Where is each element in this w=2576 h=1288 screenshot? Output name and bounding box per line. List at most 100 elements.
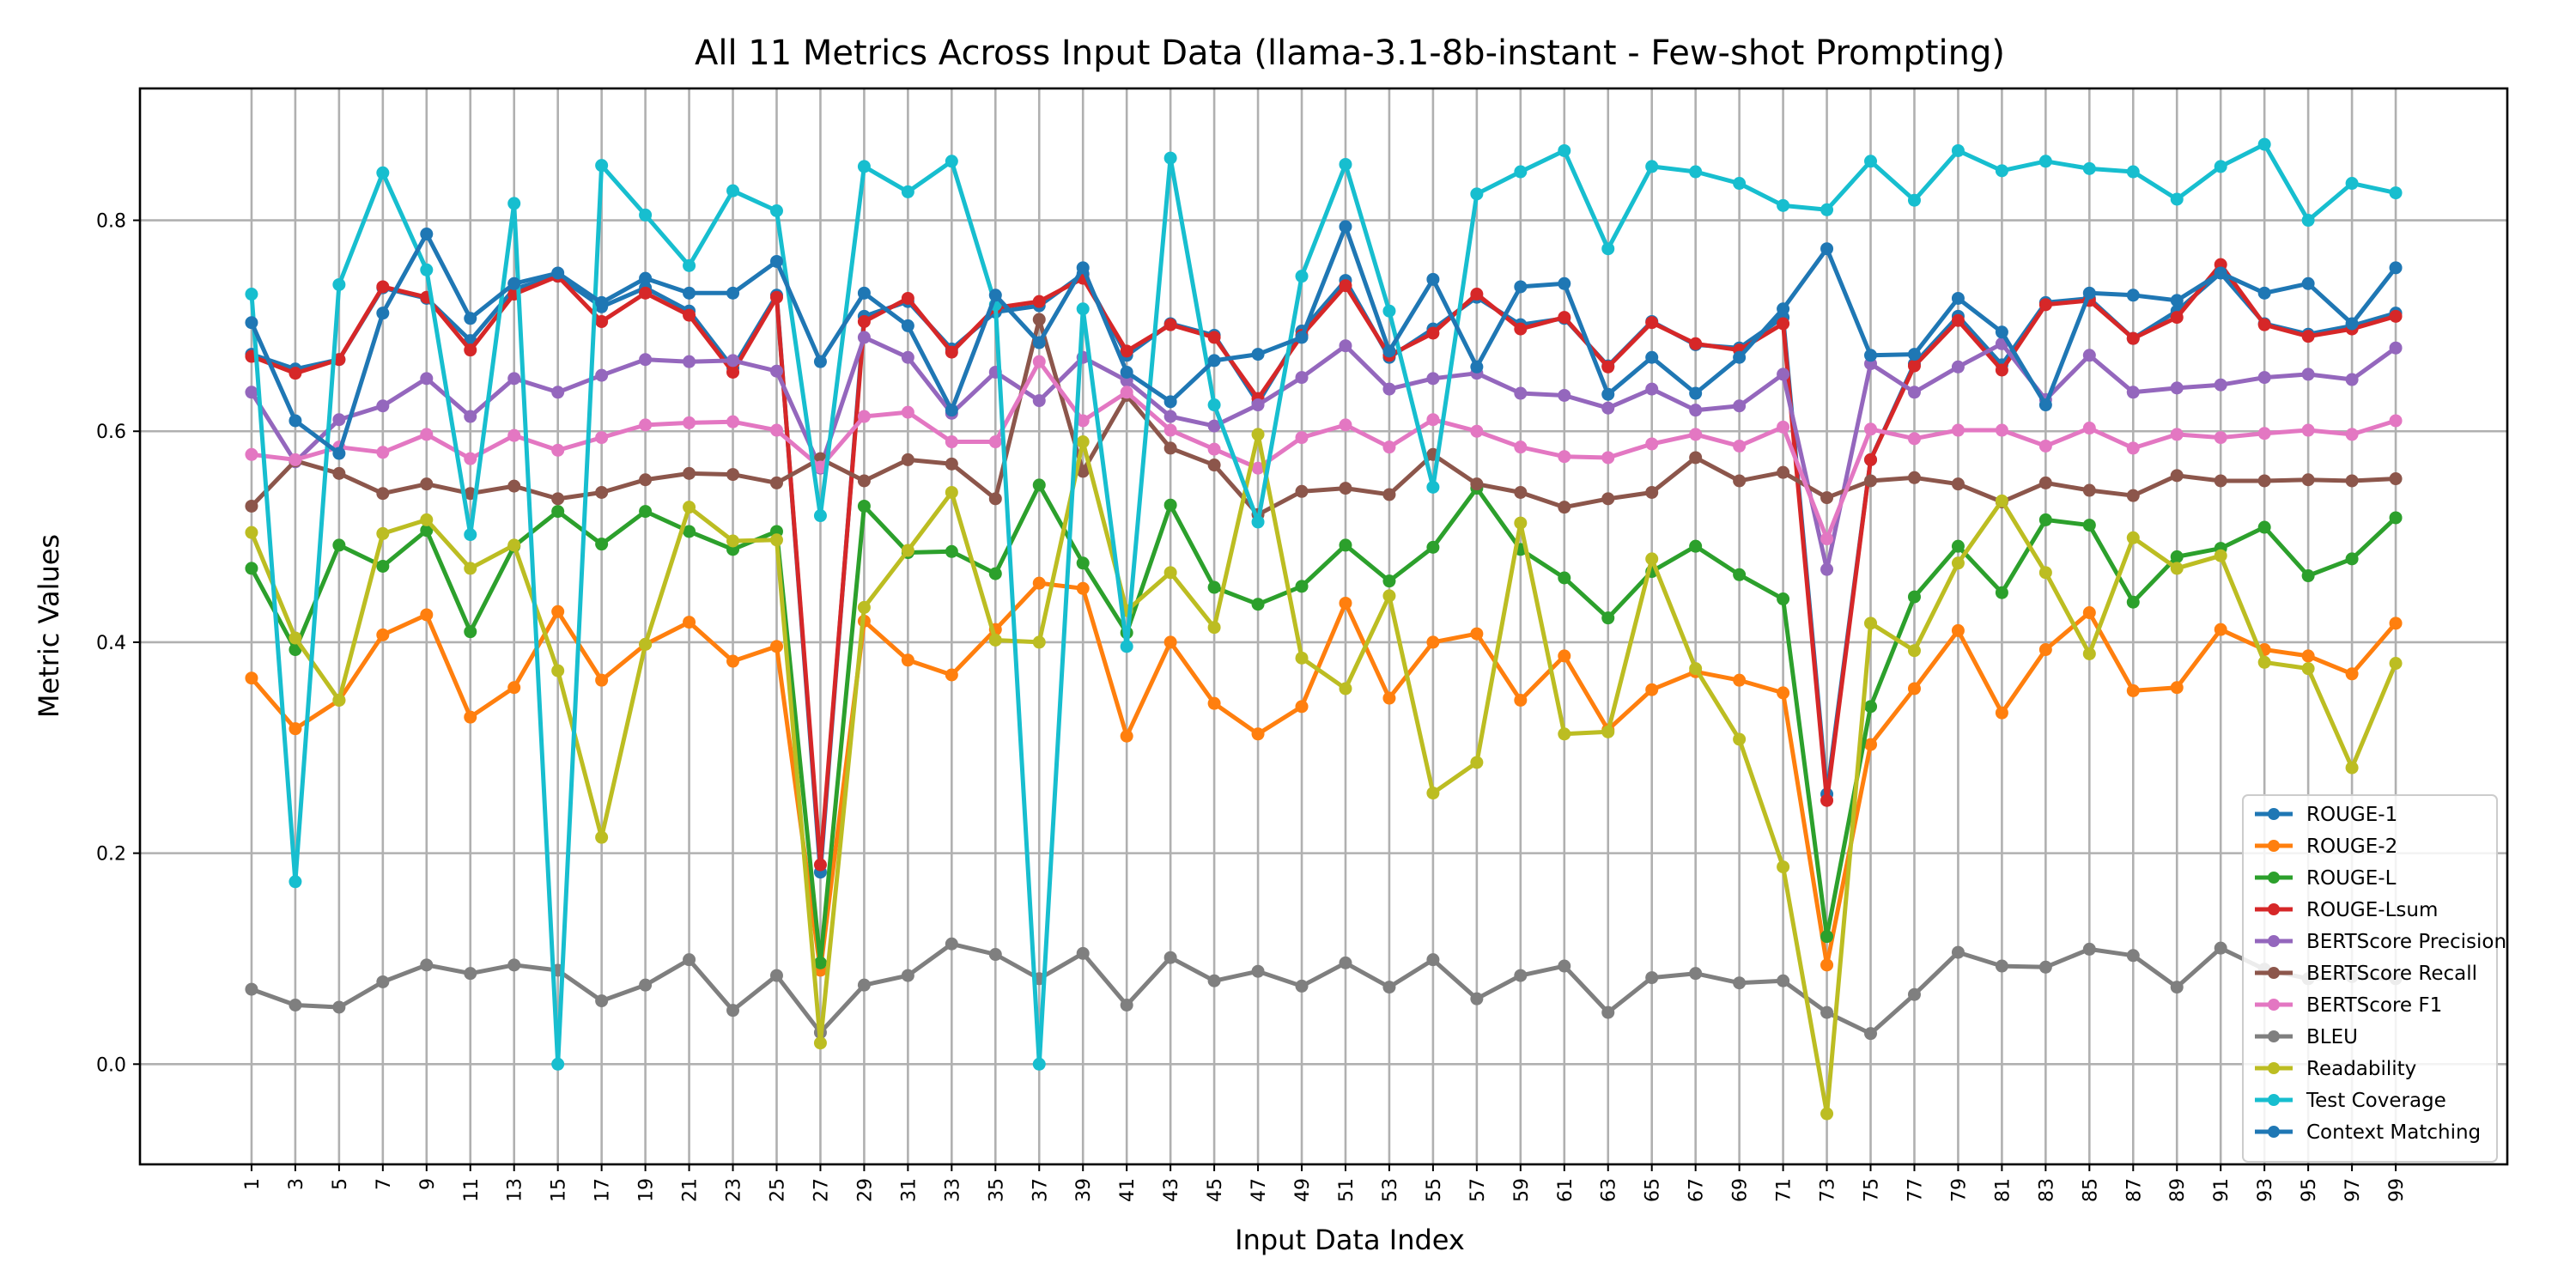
data-point bbox=[1514, 440, 1528, 454]
data-point bbox=[1382, 981, 1396, 994]
data-point bbox=[639, 208, 653, 222]
data-point bbox=[289, 875, 302, 889]
series-line bbox=[249, 224, 2398, 456]
data-point bbox=[726, 286, 740, 300]
x-tick-label: 11 bbox=[461, 1178, 483, 1202]
data-point bbox=[1645, 160, 1659, 173]
x-tick-label: 39 bbox=[1073, 1178, 1095, 1202]
data-point bbox=[551, 443, 565, 457]
data-point bbox=[1864, 422, 1878, 436]
data-point bbox=[1601, 401, 1615, 415]
x-tick-label: 25 bbox=[767, 1178, 788, 1202]
x-tick-label: 37 bbox=[1030, 1178, 1051, 1202]
data-point bbox=[1995, 494, 2008, 507]
legend-label: Context Matching bbox=[2306, 1121, 2481, 1144]
data-point bbox=[289, 631, 302, 645]
data-point bbox=[1514, 485, 1528, 499]
series-line bbox=[249, 941, 2398, 1036]
data-point bbox=[1470, 187, 1484, 201]
data-point bbox=[1120, 999, 1133, 1012]
data-point bbox=[813, 509, 827, 523]
data-point bbox=[595, 314, 609, 328]
data-point bbox=[245, 447, 258, 461]
data-point bbox=[1382, 382, 1396, 396]
data-point bbox=[1339, 157, 1352, 171]
data-point bbox=[1820, 1107, 1834, 1121]
x-tick-label: 93 bbox=[2255, 1178, 2276, 1202]
data-point bbox=[769, 423, 783, 437]
series-readability bbox=[245, 428, 2403, 1121]
data-point bbox=[1907, 386, 1921, 399]
legend-label: ROUGE-2 bbox=[2306, 835, 2397, 858]
data-point bbox=[1907, 348, 1921, 361]
x-tick-label: 19 bbox=[636, 1178, 658, 1202]
data-point bbox=[1163, 441, 1177, 455]
data-point bbox=[1777, 302, 1790, 316]
y-tick-label: 0.0 bbox=[96, 1054, 126, 1076]
data-point bbox=[1339, 220, 1352, 234]
data-point bbox=[551, 266, 565, 280]
data-point bbox=[988, 567, 1002, 580]
data-point bbox=[901, 653, 914, 667]
data-point bbox=[1470, 756, 1484, 769]
x-tick-label: 17 bbox=[592, 1178, 614, 1202]
data-point bbox=[813, 1036, 827, 1050]
data-point bbox=[1864, 453, 1878, 466]
data-point bbox=[1207, 442, 1221, 456]
data-point bbox=[1163, 635, 1177, 649]
data-point bbox=[1995, 586, 2008, 599]
data-point bbox=[245, 316, 258, 330]
legend-marker bbox=[2268, 1126, 2280, 1138]
data-point bbox=[595, 538, 609, 551]
data-point bbox=[1733, 439, 1747, 453]
data-point bbox=[376, 399, 390, 413]
data-point bbox=[1382, 344, 1396, 358]
data-point bbox=[857, 978, 871, 992]
data-point bbox=[551, 492, 565, 506]
data-point bbox=[1207, 696, 1221, 710]
data-point bbox=[1251, 428, 1265, 441]
data-point bbox=[420, 477, 434, 491]
data-point bbox=[988, 948, 1002, 962]
data-point bbox=[901, 350, 914, 364]
data-point bbox=[2082, 942, 2096, 956]
data-point bbox=[1864, 349, 1878, 362]
data-point bbox=[1820, 203, 1834, 216]
series-rouge-2 bbox=[245, 576, 2403, 977]
x-tick-label: 9 bbox=[417, 1178, 439, 1190]
data-point bbox=[420, 513, 434, 526]
data-point bbox=[1032, 478, 1046, 492]
series-line bbox=[249, 317, 2398, 517]
data-point bbox=[945, 435, 958, 449]
data-point bbox=[945, 544, 958, 558]
x-tick-label: 57 bbox=[1467, 1178, 1489, 1202]
x-tick-label: 29 bbox=[854, 1178, 876, 1202]
data-point bbox=[988, 435, 1002, 449]
x-tick-label: 79 bbox=[1948, 1178, 1970, 1202]
x-tick-label: 7 bbox=[374, 1178, 395, 1190]
data-point bbox=[857, 286, 871, 300]
x-tick-label: 91 bbox=[2211, 1178, 2233, 1202]
data-point bbox=[1382, 488, 1396, 501]
data-point bbox=[1601, 492, 1615, 506]
legend-item: Readability bbox=[2255, 1058, 2416, 1080]
data-point bbox=[1470, 360, 1484, 374]
data-point bbox=[420, 263, 434, 276]
data-point bbox=[726, 1004, 740, 1018]
data-point bbox=[464, 410, 477, 423]
data-point bbox=[1951, 945, 1965, 959]
data-point bbox=[245, 288, 258, 301]
data-point bbox=[1426, 953, 1440, 967]
data-point bbox=[2170, 981, 2184, 994]
data-point bbox=[683, 258, 696, 272]
data-point bbox=[2389, 414, 2403, 428]
data-point bbox=[2345, 373, 2359, 386]
data-point bbox=[1601, 387, 1615, 401]
x-tick-label: 69 bbox=[1730, 1178, 1752, 1202]
data-point bbox=[2257, 655, 2271, 669]
data-point bbox=[376, 166, 390, 179]
data-point bbox=[2126, 441, 2140, 455]
data-point bbox=[1295, 979, 1309, 993]
data-point bbox=[1470, 627, 1484, 641]
